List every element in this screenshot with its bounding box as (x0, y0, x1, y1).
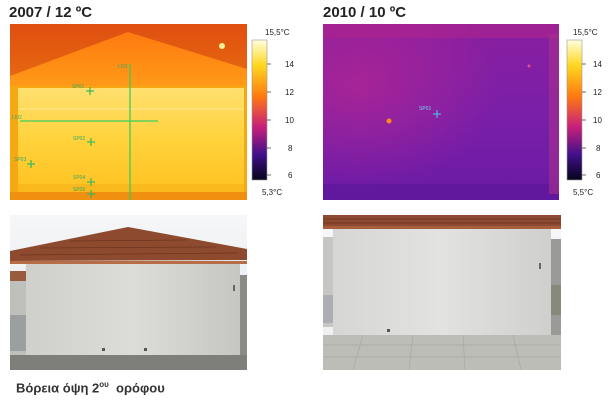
photo-caption: Βόρεια όψη 2ου ορόφου (16, 380, 165, 395)
marker-label-sp03: SP03 (14, 157, 26, 163)
scale-tick-8: 8 (288, 144, 293, 153)
marker-label-sp04: SP04 (73, 175, 85, 181)
scale-min-label: 5,5°C (573, 188, 593, 197)
marker-label-sp05: SP05 (73, 187, 85, 193)
scale-max-label: 15,5°C (265, 28, 290, 37)
scale-tick-10: 10 (285, 116, 294, 125)
caption-text: Βόρεια όψη 2 (16, 380, 100, 396)
right-year-title: 2010 / 10 ºC (323, 4, 407, 21)
caption-superscript: ου (99, 380, 109, 389)
scale-max-label: 15,5°C (573, 28, 598, 37)
temperature-scale-2010: 15,5°C 14 12 10 8 6 5,5°C (562, 24, 609, 200)
caption-suffix: ορόφου (108, 380, 165, 396)
left-year-title: 2007 / 12 ºC (9, 4, 93, 21)
scale-tick-10: 10 (593, 116, 602, 125)
temperature-scale-2007: 15,5°C 14 12 10 8 6 5,3°C (250, 24, 306, 200)
thermal-image-2010: SP01 (323, 24, 559, 200)
marker-label-sp02: SP02 (73, 136, 85, 142)
scale-tick-14: 14 (285, 60, 294, 69)
thermal-image-2007: LI01 LI02 SP01 SP02 SP03 SP04 SP05 (10, 24, 247, 200)
scale-tick-6: 6 (596, 171, 601, 180)
scale-min-label: 5,3°C (262, 188, 282, 197)
marker-label-sp01-2010: SP01 (419, 106, 431, 112)
marker-label-li01: LI01 (118, 64, 128, 70)
scale-tick-6: 6 (288, 171, 293, 180)
marker-label-sp01: SP01 (72, 84, 84, 90)
scale-tick-12: 12 (593, 88, 602, 97)
scale-tick-8: 8 (596, 144, 601, 153)
scale-tick-14: 14 (593, 60, 602, 69)
marker-label-li02: LI02 (12, 115, 22, 121)
building-photo-2010 (323, 215, 561, 370)
scale-tick-12: 12 (285, 88, 294, 97)
building-photo-2007 (10, 215, 247, 370)
